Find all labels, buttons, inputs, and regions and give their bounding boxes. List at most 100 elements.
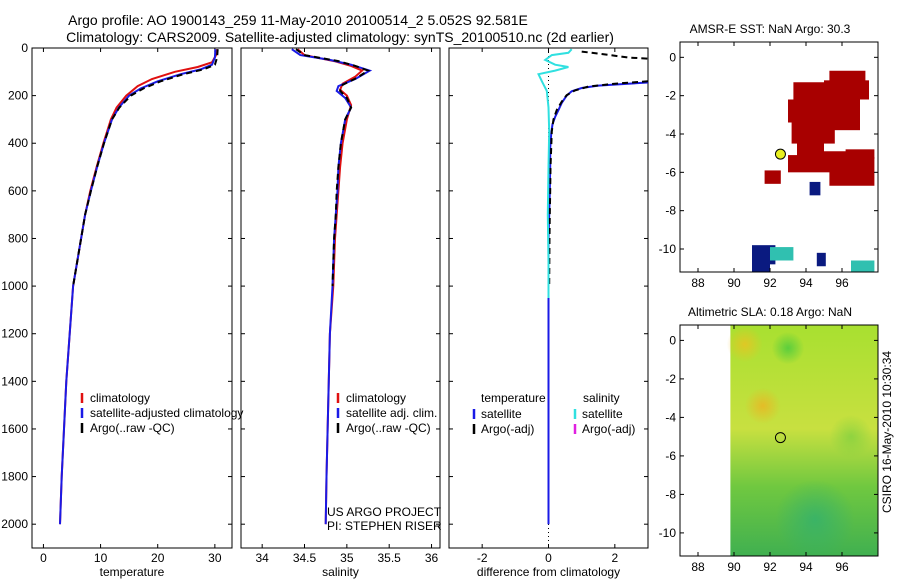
sst-ytick-label: -10 [659,242,677,256]
sst-cell [764,170,781,184]
sst-ytick-label: -4 [665,127,676,141]
salinity-series-climatology [297,48,364,525]
temperature-xtick-label: 20 [151,551,165,565]
diff-legend-label: Argo(-adj) [481,422,534,436]
sst-xtick-label: 92 [763,276,777,290]
sla-content [726,325,878,556]
difference-series-temperature-satellite [547,81,649,525]
sst-cell [797,141,824,159]
sla-ytick-label: 0 [669,333,676,347]
sst-cell [752,245,776,265]
sst-cell [793,82,828,102]
temperature-xtick-label: 30 [208,551,222,565]
diff-legend-label: Argo(-adj) [582,422,635,436]
sla-ytick-label: -8 [665,487,676,501]
sla-xtick-label: 90 [727,560,741,574]
title-line2: Climatology: CARS2009. Satellite-adjuste… [66,29,614,45]
salinity-xtick-label: 35.5 [378,551,402,565]
temperature-axes-frame [31,47,233,549]
sla-xtick-label: 94 [799,560,813,574]
salinity-legend-label: Argo(..raw -QC) [346,421,431,435]
sst-xtick-label: 88 [691,276,705,290]
sla-ytick-label: -6 [665,449,676,463]
salinity-series-satellite-adj-clim- [291,48,373,525]
difference-series-temperature-argo-adj- [581,50,649,60]
sst-cell [809,181,821,196]
sla-xtick-label: 92 [763,560,777,574]
ytick-label: 1600 [1,422,28,436]
temperature-xlabel: temperature [100,565,165,579]
sst-content [752,70,875,272]
difference-xtick-label: 0 [545,551,552,565]
difference-xtick-label: 2 [611,551,618,565]
diff-legend-title: salinity [583,391,620,405]
sst-cell [829,157,875,186]
temperature-series-argo-raw-qc- [72,49,219,287]
ytick-label: 1200 [1,327,28,341]
sla-blob [771,331,805,365]
salinity-xtick-label: 35 [340,551,354,565]
sst-panel: 88 90 92 94 96 0 -2 -4 -6 -8 -10 [659,41,879,290]
sst-cell [791,120,835,144]
sla-blob [726,326,763,363]
sst-cell [752,262,770,272]
pi-note: PI: STEPHEN RISER [327,519,442,533]
ytick-label: 1400 [1,374,28,388]
sst-ytick-label: -6 [665,165,676,179]
salinity-series-argo-raw-qc- [295,48,371,287]
pi-note: US ARGO PROJECT [327,505,442,519]
difference-xlabel: difference from climatology [477,565,620,579]
temperature-xtick-label: 10 [94,551,108,565]
sla-ytick-label: -2 [665,372,676,386]
ytick-label: 1000 [1,279,28,293]
ytick-label: 400 [8,136,28,150]
temperature-series-satellite-adjusted-climatology [59,49,217,525]
ytick-label: 800 [8,231,28,245]
sst-ytick-label: 0 [669,50,676,64]
ytick-label: 2000 [1,517,28,531]
diff-legend-label: satellite [582,407,623,421]
temperature-panel: 0 200 400 600 800 1000 1200 1400 1600 1800 2000 0 10… [1,41,243,579]
temperature-series-climatology [59,49,219,525]
diff-legend-label: satellite [481,407,522,421]
sla-blobs [726,326,873,556]
difference-series-temperature-argo-adj-deep [548,80,649,287]
sla-panel: 88 90 92 94 96 0 -2 -4 -6 -8 -10 [659,324,879,574]
timestamp: CSIRO 16-May-2010 10:30:34 [880,351,894,513]
sla-ytick-label: -4 [665,410,676,424]
sst-ytick-label: -2 [665,89,676,103]
sst-cell [845,149,875,159]
diff-legend-title: temperature [481,391,546,405]
salinity-axes-frame [240,47,441,549]
sst-cell [770,247,794,261]
sst-ytick-label: -8 [665,204,676,218]
salinity-xtick-label: 36 [425,551,439,565]
sla-blob [829,415,873,459]
salinity-panel: 34 34.5 35 35.5 36 salinity climatologysatelli… [240,47,442,579]
title-line1: Argo profile: AO 1900143_259 11-May-2010… [68,12,528,28]
temperature-legend-label: satellite-adjusted climatology [90,406,243,420]
salinity-legend-label: satellite adj. clim. [346,406,437,420]
sla-xtick-label: 96 [835,560,849,574]
temperature-legend-label: Argo(..raw -QC) [90,421,175,435]
ytick-label: 600 [8,184,28,198]
sst-title: AMSR-E SST: NaN Argo: 30.3 [690,22,851,36]
argo-position-marker [774,148,786,160]
sst-xtick-label: 94 [799,276,813,290]
sla-blob [775,479,855,556]
temperature-xtick-label: 0 [40,551,47,565]
temperature-legend-label: climatology [90,391,150,405]
ytick-label: 0 [21,41,28,55]
sst-cell [816,252,826,267]
difference-xtick-label: -2 [477,551,488,565]
sst-cell [824,80,869,100]
salinity-legend-label: climatology [346,391,406,405]
sla-xtick-label: 88 [691,560,705,574]
ytick-label: 200 [8,89,28,103]
sla-axes-frame [679,324,879,557]
sst-xtick-label: 96 [835,276,849,290]
sla-blob [744,387,781,424]
salinity-xtick-label: 34 [255,551,269,565]
